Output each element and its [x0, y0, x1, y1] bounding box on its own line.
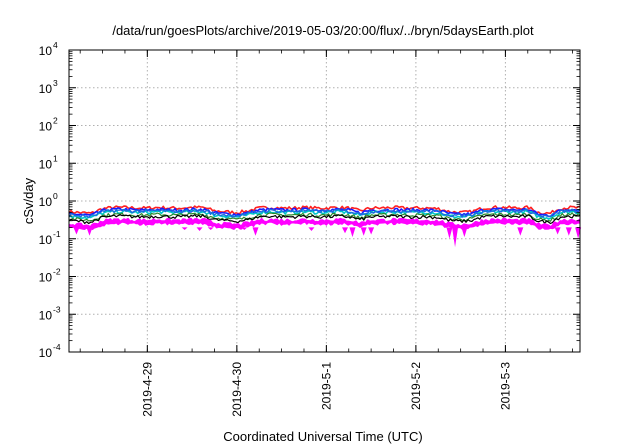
- y-tick-label: 10: [39, 346, 53, 360]
- series-dip: [452, 227, 459, 248]
- series-dip: [86, 227, 93, 236]
- series-line: [68, 212, 581, 223]
- series-line: [69, 209, 581, 220]
- y-tick-exponent: 1: [53, 153, 58, 163]
- y-tick-exponent: 4: [53, 40, 58, 50]
- y-tick-label: 10: [39, 82, 53, 96]
- series-dip: [349, 227, 356, 238]
- y-tick-exponent: -4: [53, 342, 61, 352]
- series-dip: [241, 227, 248, 231]
- series-layer: [68, 205, 582, 248]
- y-tick-label: 10: [39, 195, 53, 209]
- y-tick-exponent: -1: [53, 229, 61, 239]
- x-axis: 2019-4-29 2019-4-30 2019-5-1 2019-5-2 2019-5…: [79, 50, 573, 417]
- series-line: [68, 205, 581, 216]
- y-tick-label: 10: [39, 157, 53, 171]
- y-tick-label: 10: [39, 271, 53, 285]
- series-dip: [360, 227, 367, 236]
- y-tick-label: 10: [39, 308, 53, 322]
- series-dip: [565, 227, 572, 236]
- x-tick-label: 2019-4-30: [230, 362, 244, 417]
- y-tick-exponent: 0: [53, 191, 58, 201]
- x-tick-label: 2019-5-2: [409, 362, 423, 410]
- series-dip: [207, 227, 214, 231]
- series-dip: [342, 227, 349, 234]
- y-axis-label: cSv/day: [21, 177, 36, 224]
- series-dip: [73, 227, 80, 235]
- series-dip: [517, 227, 524, 236]
- y-tick-exponent: -3: [53, 304, 61, 314]
- series-dip: [196, 227, 203, 232]
- y-tick-label: 10: [39, 233, 53, 247]
- series-dip: [252, 227, 259, 236]
- series-dip: [554, 227, 561, 235]
- x-tick-label: 2019-5-1: [319, 362, 333, 410]
- series-line: [68, 208, 581, 219]
- x-tick-label: 2019-4-29: [140, 362, 154, 417]
- series-dip: [308, 227, 315, 232]
- y-tick-exponent: 3: [53, 78, 58, 88]
- grid-lines: [69, 50, 580, 352]
- series-dip: [368, 227, 375, 235]
- series-dip: [181, 227, 188, 231]
- y-tick-label: 10: [39, 120, 53, 134]
- x-tick-label: 2019-5-3: [498, 362, 512, 410]
- x-axis-label: Coordinated Universal Time (UTC): [223, 429, 422, 444]
- chart-title: /data/run/goesPlots/archive/2019-05-03/2…: [112, 23, 534, 38]
- series-dip: [461, 227, 468, 238]
- y-tick-label: 10: [39, 44, 53, 58]
- series-line: [68, 214, 581, 225]
- y-tick-exponent: -2: [53, 267, 61, 277]
- y-tick-exponent: 2: [53, 116, 58, 126]
- series-line: [68, 217, 581, 229]
- series-dip: [446, 227, 453, 239]
